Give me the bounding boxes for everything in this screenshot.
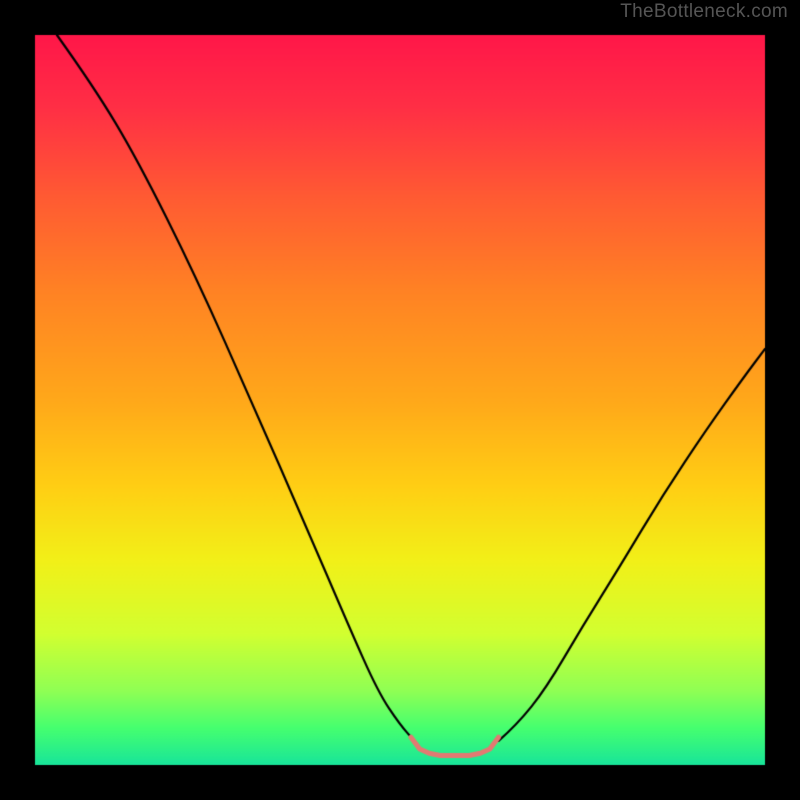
watermark-text: TheBottleneck.com (620, 1, 788, 23)
bottleneck-chart (0, 0, 800, 800)
